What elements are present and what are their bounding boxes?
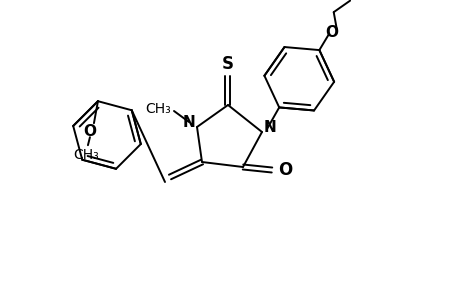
Text: O: O <box>325 25 338 40</box>
Text: CH₃: CH₃ <box>145 102 170 116</box>
Text: O: O <box>83 124 96 139</box>
Text: O: O <box>277 161 291 179</box>
Text: CH₃: CH₃ <box>73 148 99 162</box>
Text: N: N <box>263 119 276 134</box>
Text: S: S <box>222 55 234 73</box>
Text: N: N <box>182 115 195 130</box>
